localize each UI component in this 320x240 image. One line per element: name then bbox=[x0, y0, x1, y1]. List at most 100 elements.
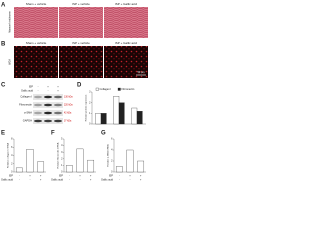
bar bbox=[65, 165, 73, 173]
condition-sign: - bbox=[119, 175, 120, 178]
row-label: WGA bbox=[9, 59, 12, 65]
band bbox=[44, 119, 52, 123]
condition-sign: + bbox=[129, 175, 131, 178]
y-tick-label: 3 bbox=[89, 91, 91, 94]
legend-swatch bbox=[95, 87, 99, 91]
legend-label: Collagen I bbox=[100, 87, 112, 91]
condition-sign: - bbox=[69, 179, 70, 182]
bar bbox=[126, 149, 134, 173]
condition-sign: + bbox=[57, 86, 59, 89]
condition-name: Gallic acid bbox=[1, 178, 14, 182]
condition-sign: + bbox=[57, 90, 59, 93]
band bbox=[54, 103, 62, 107]
y-tick-label: 6 bbox=[111, 138, 113, 141]
panel-letter: F bbox=[51, 131, 55, 137]
condition-name: Gallic acid bbox=[51, 178, 64, 182]
column-label: ISP + Gallic acid bbox=[115, 2, 137, 6]
micrograph bbox=[104, 7, 148, 38]
band bbox=[54, 111, 62, 115]
western-blot: Collagen I 130 kDa Fibronectin 220 kDa α-SMA… bbox=[19, 94, 73, 124]
bar bbox=[37, 161, 45, 173]
condition-name: ISP bbox=[109, 174, 113, 178]
panel-letter: C bbox=[1, 83, 6, 89]
condition-name: ISP bbox=[9, 174, 13, 178]
y-tick-label: 2 bbox=[11, 162, 13, 165]
band bbox=[44, 111, 52, 115]
bar bbox=[15, 167, 23, 173]
y-tick-label: 3 bbox=[61, 151, 63, 154]
condition-name: Gallic acid bbox=[101, 178, 114, 182]
bar bbox=[137, 160, 145, 173]
y-tick-label: 4 bbox=[111, 149, 113, 152]
band-size: 220 kDa bbox=[64, 105, 73, 107]
legend-label: Fibronectin bbox=[122, 87, 135, 91]
band-label: α-SMA bbox=[24, 111, 32, 115]
band bbox=[34, 95, 42, 99]
band bbox=[34, 119, 42, 123]
condition-name: Gallic acid bbox=[21, 89, 34, 93]
bar bbox=[113, 96, 120, 125]
y-tick-label: 0 bbox=[89, 123, 91, 126]
condition-sign: - bbox=[19, 179, 20, 182]
condition-sign: - bbox=[119, 179, 120, 182]
bar bbox=[100, 113, 107, 125]
band-size: 42 kDa bbox=[64, 113, 72, 115]
y-axis-label: Relative collagen I mRNA bbox=[7, 143, 10, 168]
y-tick-label: 2 bbox=[61, 157, 63, 160]
bar bbox=[136, 111, 143, 125]
column-label: ISP + vehicle bbox=[72, 41, 90, 45]
scale-bar-label: 50 μm bbox=[138, 71, 145, 74]
y-tick-label: 4 bbox=[61, 144, 63, 147]
condition-sign: - bbox=[69, 175, 70, 178]
condition-sign: - bbox=[48, 90, 49, 93]
y-tick-label: 0 bbox=[111, 171, 113, 174]
band-size: 130 kDa bbox=[64, 97, 73, 99]
figure: A Masson's trichrome Sham + vehicle ISP … bbox=[1, 2, 148, 182]
micrograph bbox=[104, 46, 148, 78]
condition-sign: + bbox=[140, 179, 142, 182]
panel-letter: B bbox=[1, 42, 6, 48]
legend-swatch bbox=[117, 87, 121, 91]
band-label: Fibronectin bbox=[19, 103, 32, 107]
band bbox=[44, 95, 52, 99]
band bbox=[54, 119, 62, 123]
y-axis-label: Relative fibronectin mRNA bbox=[57, 142, 60, 168]
column-label: Sham + vehicle bbox=[26, 41, 47, 45]
column-label: Sham + vehicle bbox=[26, 2, 47, 6]
micrograph bbox=[14, 46, 58, 78]
panel-letter: D bbox=[77, 83, 82, 89]
micrograph bbox=[14, 7, 58, 38]
condition-sign: - bbox=[80, 179, 81, 182]
condition-sign: + bbox=[40, 175, 42, 178]
panel-letter: A bbox=[1, 3, 6, 9]
band bbox=[34, 103, 42, 107]
y-axis-label: Relative protein expression bbox=[85, 94, 88, 121]
condition-sign: - bbox=[30, 179, 31, 182]
y-tick-label: 2 bbox=[111, 160, 113, 163]
condition-sign: + bbox=[47, 86, 49, 89]
bar bbox=[95, 113, 102, 125]
row-label: Masson's trichrome bbox=[9, 11, 12, 33]
band-size: 37 kDa bbox=[64, 121, 72, 123]
micrograph bbox=[59, 7, 103, 38]
bar bbox=[26, 149, 34, 173]
y-tick-label: 6 bbox=[11, 146, 13, 149]
condition-name: ISP bbox=[29, 85, 33, 89]
condition-sign: + bbox=[90, 175, 92, 178]
condition-sign: - bbox=[38, 86, 39, 89]
condition-name: ISP bbox=[59, 174, 63, 178]
panel-letter: E bbox=[1, 131, 5, 137]
condition-sign: - bbox=[38, 90, 39, 93]
bar bbox=[87, 159, 95, 173]
condition-sign: + bbox=[29, 175, 31, 178]
band bbox=[34, 111, 42, 115]
y-tick-label: 8 bbox=[11, 138, 13, 141]
condition-sign: - bbox=[19, 175, 20, 178]
bar bbox=[76, 148, 84, 173]
bar bbox=[118, 102, 125, 125]
y-tick-label: 4 bbox=[11, 154, 13, 157]
band-label: Collagen I bbox=[20, 95, 32, 99]
condition-sign: + bbox=[140, 175, 142, 178]
bar bbox=[131, 107, 138, 125]
y-axis-label: Relative α-SMA mRNA bbox=[107, 144, 110, 167]
